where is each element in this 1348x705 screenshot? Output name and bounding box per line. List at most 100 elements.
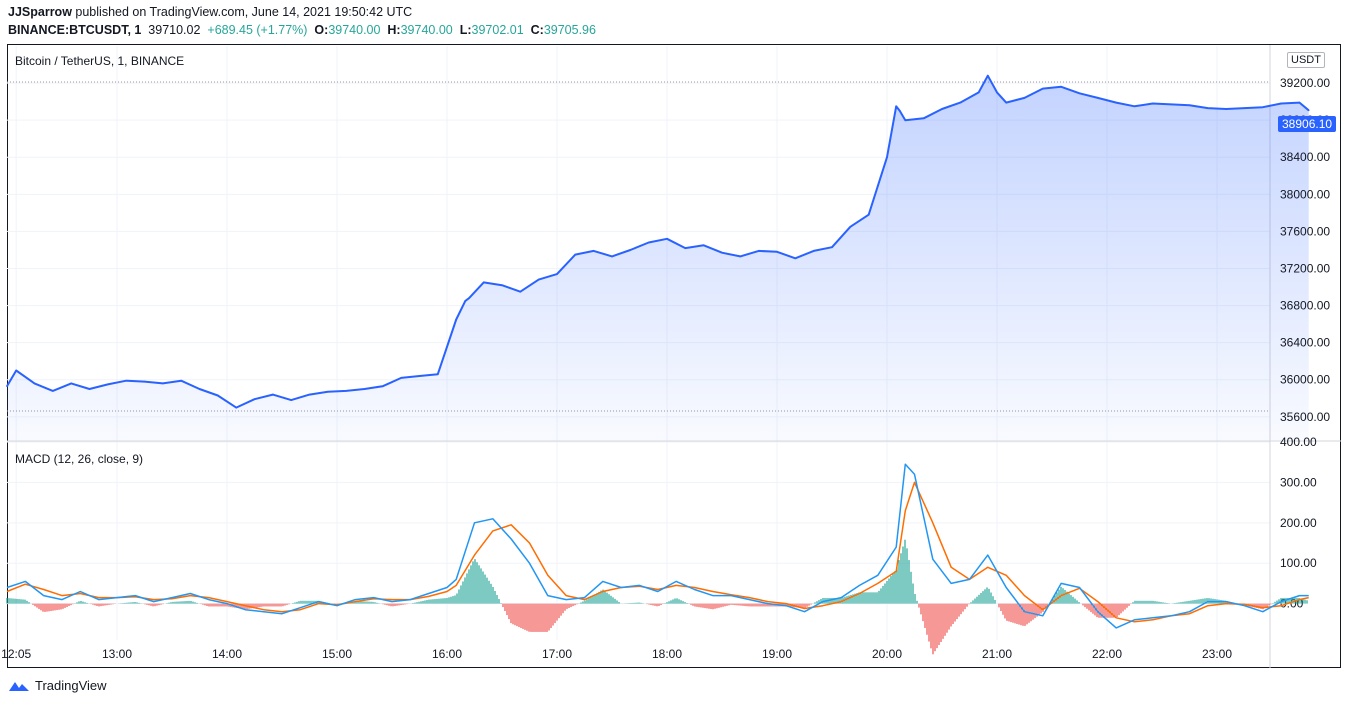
price-point bbox=[437, 373, 439, 375]
brand-name: TradingView bbox=[35, 678, 107, 693]
price-point bbox=[1170, 103, 1172, 106]
time-tick-label: 21:00 bbox=[982, 647, 1012, 661]
price-point bbox=[482, 281, 485, 284]
price-point bbox=[1060, 85, 1062, 88]
close-value: 39705.96 bbox=[543, 23, 596, 37]
price-point bbox=[217, 394, 219, 397]
price-point bbox=[867, 213, 870, 216]
chart-frame[interactable] bbox=[7, 44, 1341, 668]
price-point bbox=[400, 377, 402, 379]
price-point bbox=[418, 375, 421, 377]
last-price: 39710.02 bbox=[148, 23, 201, 37]
price-point bbox=[592, 250, 595, 252]
price-area bbox=[7, 75, 1309, 440]
macd-tick-label: 100.00 bbox=[1280, 556, 1317, 570]
price-point bbox=[959, 101, 962, 104]
time-tick-label: 19:00 bbox=[762, 647, 792, 661]
price-point bbox=[1115, 101, 1117, 104]
last-price-tag: 38906.10 bbox=[1278, 116, 1337, 132]
price-point bbox=[1133, 105, 1136, 108]
price-point bbox=[702, 244, 705, 247]
signal-line bbox=[6, 481, 1309, 623]
price-change: +689.45 (+1.77%) bbox=[207, 23, 308, 37]
price-point bbox=[537, 278, 540, 281]
price-point bbox=[455, 318, 457, 321]
macd-tick-label: 200.00 bbox=[1280, 516, 1317, 530]
price-point bbox=[812, 250, 815, 252]
price-point bbox=[1243, 107, 1246, 109]
price-point bbox=[1078, 92, 1081, 95]
price-point bbox=[776, 251, 778, 253]
high-value: 39740.00 bbox=[400, 23, 453, 37]
price-line bbox=[6, 74, 1310, 409]
price-point bbox=[1262, 106, 1264, 108]
price-point bbox=[757, 250, 760, 252]
price-point bbox=[501, 284, 503, 286]
price-point bbox=[886, 156, 888, 159]
price-point bbox=[15, 369, 17, 372]
price-point bbox=[794, 257, 797, 260]
author-name[interactable]: JJSparrow bbox=[8, 5, 72, 19]
price-point bbox=[666, 238, 668, 240]
price-point bbox=[327, 390, 329, 393]
price-point bbox=[684, 247, 687, 249]
price-point bbox=[290, 399, 292, 401]
price-point bbox=[647, 241, 650, 244]
price-point bbox=[382, 385, 384, 388]
price-point bbox=[6, 385, 8, 388]
price-point bbox=[849, 225, 852, 228]
price-point bbox=[180, 379, 182, 382]
macd-tick-label: 300.00 bbox=[1280, 475, 1317, 489]
price-point bbox=[70, 382, 72, 385]
price-point bbox=[162, 382, 164, 385]
time-tick-label: 22:00 bbox=[1092, 647, 1122, 661]
price-point bbox=[198, 388, 201, 390]
low-value: 39702.01 bbox=[471, 23, 524, 37]
price-point bbox=[1005, 101, 1007, 104]
price-tick-label: 38000.00 bbox=[1280, 187, 1330, 201]
price-tick-label: 38400.00 bbox=[1280, 150, 1330, 164]
price-point bbox=[556, 273, 558, 275]
time-tick-label: 15:00 bbox=[322, 647, 352, 661]
macd-line bbox=[6, 463, 1309, 629]
price-point bbox=[1152, 102, 1154, 105]
open-label: O: bbox=[314, 23, 329, 37]
price-point bbox=[1023, 97, 1026, 99]
symbol-label: BINANCE:BTCUSDT, 1 bbox=[8, 23, 142, 37]
footer-brand[interactable]: TradingView bbox=[8, 678, 107, 693]
time-tick-label: 20:00 bbox=[872, 647, 902, 661]
price-point bbox=[519, 290, 522, 293]
price-point bbox=[1307, 109, 1310, 112]
price-point bbox=[1188, 104, 1191, 107]
time-tick-label: 13:00 bbox=[102, 647, 132, 661]
high-label: H: bbox=[387, 23, 401, 37]
ohlc-legend: BINANCE:BTCUSDT, 1 39710.02 +689.45 (+1.… bbox=[8, 23, 596, 37]
price-point bbox=[107, 383, 109, 386]
price-point bbox=[52, 390, 54, 392]
price-tick-label: 36800.00 bbox=[1280, 299, 1330, 313]
price-point bbox=[739, 255, 742, 258]
currency-badge[interactable]: USDT bbox=[1287, 52, 1325, 68]
macd-pane-title: MACD (12, 26, close, 9) bbox=[15, 452, 144, 466]
price-point bbox=[922, 117, 925, 120]
close-label: C: bbox=[530, 23, 544, 37]
publish-info: JJSparrow published on TradingView.com, … bbox=[8, 5, 412, 19]
price-tick-label: 36000.00 bbox=[1280, 373, 1330, 387]
tradingview-logo-icon bbox=[9, 681, 29, 691]
low-label: L: bbox=[459, 23, 472, 37]
price-tick-label: 37200.00 bbox=[1280, 261, 1330, 275]
price-point bbox=[1097, 97, 1099, 99]
open-value: 39740.00 bbox=[328, 23, 381, 37]
price-point bbox=[629, 249, 632, 251]
price-point bbox=[1280, 102, 1282, 105]
price-point bbox=[125, 379, 127, 382]
price-point bbox=[831, 246, 833, 248]
price-point bbox=[996, 91, 998, 94]
price-point bbox=[363, 388, 366, 390]
price-point bbox=[1298, 101, 1301, 104]
price-point bbox=[308, 393, 311, 396]
time-tick-label: 16:00 bbox=[432, 647, 462, 661]
price-point bbox=[143, 380, 146, 383]
published-text: published on TradingView.com, June 14, 2… bbox=[75, 5, 413, 19]
